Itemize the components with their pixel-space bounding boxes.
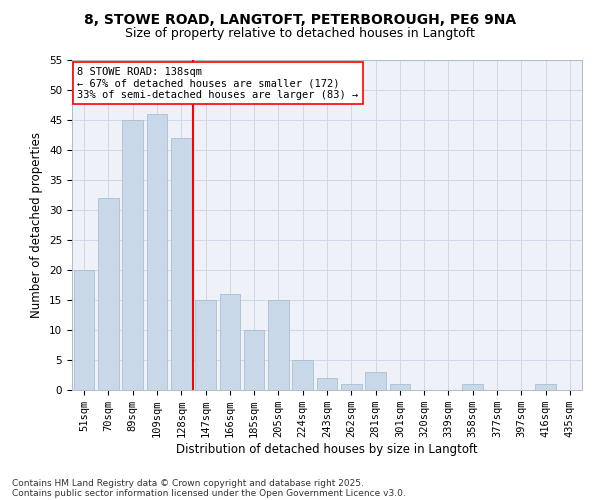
Bar (292, 360, 313, 390)
Bar (341, 384, 362, 390)
Bar (365, 372, 386, 390)
Text: 8 STOWE ROAD: 138sqm
← 67% of detached houses are smaller (172)
33% of semi-deta: 8 STOWE ROAD: 138sqm ← 67% of detached h… (77, 66, 358, 100)
Bar (389, 384, 410, 390)
Y-axis label: Number of detached properties: Number of detached properties (31, 132, 43, 318)
Bar (98, 198, 119, 390)
Text: 8, STOWE ROAD, LANGTOFT, PETERBOROUGH, PE6 9NA: 8, STOWE ROAD, LANGTOFT, PETERBOROUGH, P… (84, 12, 516, 26)
Bar (146, 114, 167, 390)
Text: Contains public sector information licensed under the Open Government Licence v3: Contains public sector information licen… (12, 488, 406, 498)
Bar (463, 384, 483, 390)
Bar (535, 384, 556, 390)
Text: Contains HM Land Registry data © Crown copyright and database right 2025.: Contains HM Land Registry data © Crown c… (12, 478, 364, 488)
Bar (220, 294, 240, 390)
Bar (268, 300, 289, 390)
Bar (195, 300, 216, 390)
Bar (74, 270, 94, 390)
Bar (317, 378, 337, 390)
Bar (122, 120, 143, 390)
X-axis label: Distribution of detached houses by size in Langtoft: Distribution of detached houses by size … (176, 443, 478, 456)
Bar (244, 330, 265, 390)
Text: Size of property relative to detached houses in Langtoft: Size of property relative to detached ho… (125, 28, 475, 40)
Bar (171, 138, 191, 390)
